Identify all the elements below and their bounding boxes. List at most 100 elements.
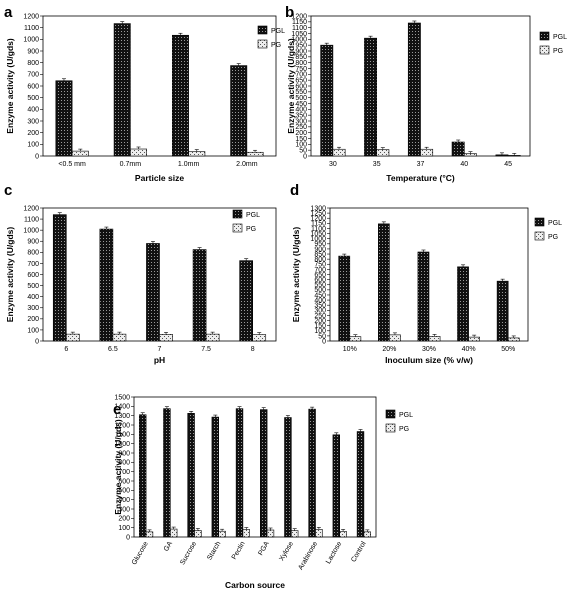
x-tick-label: 50% [501,346,515,353]
y-tick-label: 750 [314,262,326,269]
y-tick-label: 0 [126,534,130,541]
bar-pgl [230,65,248,157]
y-tick-label: 0 [303,153,307,160]
x-tick-label: 1.0mm [178,161,200,168]
bar-pgl [284,417,292,538]
x-tick-label: 7.5 [201,346,211,353]
bar-pgl [163,408,171,538]
chart-panel-c: c 0 100 200 300 400 500 600 700 800 900 1000 1100 120… [4,182,277,365]
bar-pg [363,531,371,538]
x-tick-label: 6 [64,346,68,353]
y-tick-label: 1100 [292,25,307,32]
bar-pg [194,530,202,538]
legend: PGL PG [385,409,413,433]
y-tick-label: 1150 [292,19,307,26]
bar-pg [159,334,173,342]
y-tick-label: 800 [118,460,130,467]
y-tick-label: 600 [314,277,326,284]
legend-label-pg: PG [246,226,256,233]
bar-pg [205,333,220,342]
y-tick-label: 100 [314,328,326,335]
y-tick-label: 900 [118,450,130,457]
y-tick-label: 100 [295,142,307,149]
y-tick-label: 800 [295,60,307,67]
legend-label-pgl: PGL [399,412,413,419]
y-axis-label: Enzyme activity (U/gds) [113,419,123,515]
x-tick-label: 45 [504,161,512,168]
legend-swatch-pg [534,231,545,241]
bar-pgl [364,37,378,157]
y-tick-label: 700 [27,261,39,268]
y-tick-label: 300 [118,506,130,513]
bar-pg [290,530,299,538]
y-tick-label: 850 [314,251,326,258]
bar-pg [315,529,323,538]
bar-pgl [192,249,207,342]
x-tick-label: 0.7mm [120,161,142,168]
y-tick-label: 950 [295,43,307,50]
y-axis-label: Enzyme activity (U/gds) [5,38,15,134]
y-tick-label: 0 [322,338,326,345]
x-tick-label: Glucose [131,540,150,566]
y-tick-label: 200 [118,516,130,523]
y-tick-label: 650 [314,272,326,279]
legend-label-pg: PG [399,426,409,433]
bar-pgl [211,416,219,538]
y-axis-label: Enzyme activity (U/gds) [5,227,15,323]
panel-letter: a [4,4,13,21]
y-axis-label: Enzyme activity (U/gds) [286,38,296,134]
y-tick-label: 0 [35,153,39,160]
bar-pg [339,531,347,538]
y-tick-label: 1100 [24,216,39,223]
x-axis-label: pH [154,355,165,365]
y-tick-label: 400 [27,107,39,114]
legend: PGL PG [539,31,567,55]
panel-letter: b [285,4,294,21]
y-tick-label: 1050 [310,231,326,238]
y-tick-label: 500 [27,95,39,102]
legend: PGL PG [257,25,285,49]
bar-pgl [407,22,421,157]
legend-label-pgl: PGL [271,28,285,35]
x-tick-label: Arabinose [297,540,319,571]
x-tick-label: 6.5 [108,346,118,353]
y-tick-label: 0 [35,338,39,345]
bar-pg [218,530,226,538]
y-tick-label: 850 [295,54,307,61]
bar-pgl [308,408,316,538]
y-tick-label: 900 [27,48,39,55]
y-tick-label: 900 [295,48,307,55]
y-tick-label: 300 [314,308,326,315]
bar-pgl [451,141,465,157]
chart-panel-d: d 050100150200250300350400450500550600650… [290,182,562,365]
legend-swatch-pg [232,223,243,233]
bar-pg [507,337,520,342]
y-tick-label: 1400 [114,404,130,411]
x-tick-label: 20% [382,346,396,353]
y-tick-label: 950 [314,241,326,248]
y-axis-label: Enzyme activity (U/gds) [291,227,301,323]
legend-swatch-pg [385,423,396,433]
y-tick-label: 400 [118,497,130,504]
legend: PGL PG [232,209,260,233]
y-tick-label: 650 [295,78,307,85]
chart-panels: a010020030040050060070080090010001100120… [4,4,567,590]
chart-panel-b: b 050100150200250300350400450500550600650… [285,4,567,183]
panel-letter: c [4,182,12,199]
bar-pgl [417,251,430,342]
y-tick-label: 400 [295,107,307,114]
bar-pg [252,334,267,342]
chart-panel-e: e 0 100 200 300 400 500 600 700 800 900 1000 1100 120… [113,394,413,590]
x-tick-label: Sucrose [179,540,198,566]
legend-label-pg: PG [553,48,563,55]
bar-pgl [235,408,244,538]
bar-pg [145,531,154,538]
bar-pg [170,528,178,538]
bar-pg [389,334,401,342]
y-tick-label: 100 [118,525,130,532]
y-tick-label: 1200 [310,216,326,223]
x-tick-label: Control [350,540,368,563]
bar-pgl [52,214,67,342]
x-axis-label: Particle size [135,173,184,183]
